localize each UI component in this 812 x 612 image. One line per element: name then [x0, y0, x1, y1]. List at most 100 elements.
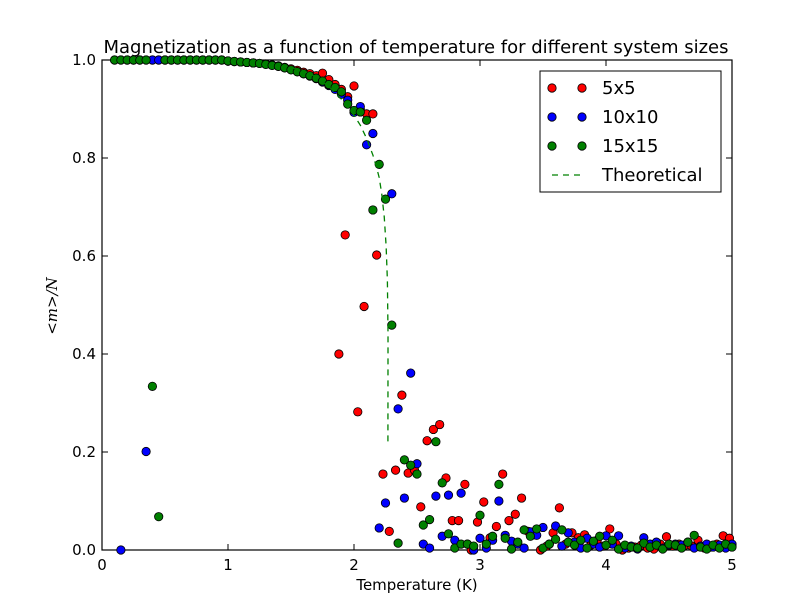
legend-label: 15x15 — [602, 136, 658, 157]
data-point — [330, 82, 340, 93]
data-point — [460, 479, 470, 489]
data-point — [428, 424, 438, 435]
data-point — [605, 524, 615, 534]
data-point — [399, 493, 409, 503]
legend-label: Theoretical — [601, 165, 703, 186]
data-point — [544, 539, 554, 549]
data-point — [334, 349, 344, 359]
data-point — [443, 529, 454, 539]
data-point — [519, 525, 529, 535]
data-point — [525, 531, 536, 541]
y-tick-label: 0.4 — [72, 345, 96, 363]
data-point — [588, 536, 599, 546]
legend-marker — [547, 112, 557, 122]
data-point — [500, 533, 510, 543]
data-point — [435, 419, 445, 430]
x-tick-label: 5 — [727, 556, 737, 574]
x-tick-label: 2 — [349, 556, 359, 574]
data-point — [576, 535, 586, 545]
y-tick-label: 0.8 — [72, 149, 96, 167]
data-point — [372, 250, 382, 260]
y-tick-label: 0.2 — [72, 443, 96, 461]
y-tick-label: 0.0 — [72, 541, 96, 559]
data-point — [368, 128, 378, 139]
x-tick-label: 4 — [601, 556, 611, 574]
y-axis-label: <m>/N — [43, 276, 61, 334]
data-point — [353, 407, 363, 417]
legend-label: 10x10 — [602, 107, 658, 128]
data-point — [141, 55, 151, 65]
data-point — [374, 523, 384, 533]
legend-entry: 15x15 — [547, 136, 658, 157]
legend: 5x5 10x10 15x15 Theoretical — [539, 70, 722, 193]
legend-entry: Theoretical — [552, 165, 703, 186]
data-point — [116, 545, 126, 555]
data-point — [532, 524, 542, 534]
data-series — [110, 55, 737, 555]
data-point — [519, 543, 529, 553]
legend-marker — [547, 141, 557, 151]
data-point — [147, 381, 157, 391]
data-point — [416, 502, 426, 512]
data-point — [437, 478, 447, 488]
data-point — [453, 515, 464, 526]
data-point — [456, 488, 466, 498]
legend-entry: 5x5 — [547, 78, 636, 99]
data-point — [349, 81, 359, 91]
data-point — [513, 537, 523, 547]
data-point — [412, 469, 422, 479]
data-point — [443, 490, 454, 500]
data-point — [607, 535, 617, 545]
data-point — [380, 498, 391, 508]
data-point — [601, 540, 611, 550]
data-point — [516, 493, 527, 503]
data-point — [340, 230, 350, 240]
data-point — [475, 510, 485, 520]
data-point — [683, 537, 693, 547]
x-axis-label: Temperature (K) — [355, 576, 477, 594]
legend-entry: 10x10 — [547, 107, 658, 128]
series-theoretical — [290, 66, 389, 443]
data-point — [418, 520, 428, 530]
x-tick-label: 0 — [97, 556, 107, 574]
x-tick-label: 3 — [475, 556, 485, 574]
data-point — [431, 491, 441, 501]
data-point — [554, 503, 564, 513]
data-point — [487, 531, 498, 541]
data-point — [359, 301, 369, 312]
data-point — [380, 194, 391, 204]
data-point — [336, 87, 346, 97]
data-point — [498, 469, 508, 479]
y-tick-label: 1.0 — [72, 51, 96, 69]
data-point — [658, 544, 668, 554]
data-point — [387, 320, 397, 330]
data-point — [384, 526, 394, 536]
data-point — [390, 465, 401, 475]
data-point — [154, 512, 164, 522]
data-point — [469, 541, 479, 551]
data-point — [510, 509, 520, 519]
legend-marker — [547, 83, 557, 93]
legend-box — [539, 70, 722, 193]
data-point — [481, 539, 491, 549]
data-point — [368, 205, 378, 215]
chart-title: Magnetization as a function of temperatu… — [104, 37, 729, 58]
data-point — [406, 368, 416, 378]
data-point — [676, 543, 687, 553]
data-point — [689, 530, 699, 540]
data-point — [494, 496, 504, 506]
data-point — [406, 460, 416, 470]
data-point — [424, 543, 435, 553]
legend-marker — [577, 141, 587, 151]
data-point — [550, 534, 561, 544]
data-point — [393, 538, 403, 548]
data-point — [475, 533, 485, 543]
data-point — [422, 436, 432, 446]
legend-marker — [577, 83, 587, 93]
data-point — [491, 521, 501, 532]
data-point — [431, 437, 441, 447]
data-point — [727, 542, 737, 552]
data-point — [393, 404, 403, 414]
data-point — [613, 531, 624, 541]
y-tick-label: 0.6 — [72, 247, 96, 265]
